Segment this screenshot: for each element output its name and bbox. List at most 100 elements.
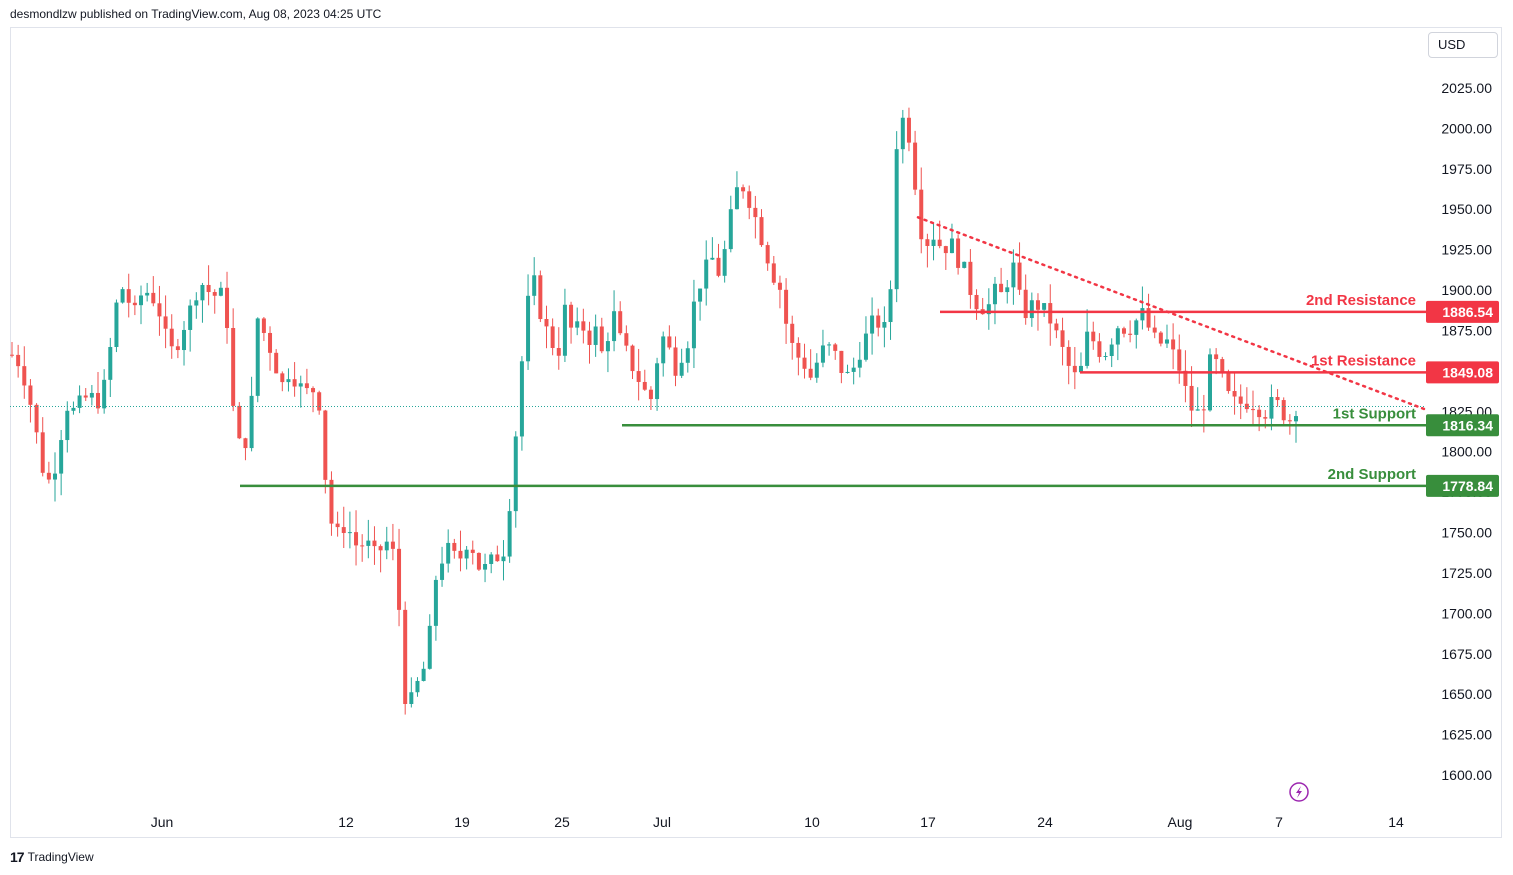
- candle-body: [1005, 287, 1010, 293]
- y-axis-tick-label: 1875.00: [1441, 322, 1492, 338]
- candle-body: [931, 239, 936, 246]
- x-axis-tick-label: Jul: [653, 814, 671, 830]
- candle-body: [1269, 397, 1274, 419]
- candle-body: [1140, 308, 1145, 321]
- candle-body: [22, 366, 27, 386]
- candle-body: [372, 540, 377, 547]
- candle-body: [716, 257, 721, 276]
- 2nd-support-price-value: 1778.84: [1442, 478, 1493, 494]
- candle-body: [268, 332, 273, 353]
- candle-body: [526, 295, 531, 362]
- candle-body: [1072, 365, 1077, 373]
- currency-selector-button[interactable]: USD: [1428, 32, 1498, 58]
- candle-body: [1207, 354, 1212, 411]
- candle-body: [77, 395, 82, 408]
- candle-body: [378, 546, 383, 551]
- candle-body: [1287, 420, 1292, 422]
- candle-body: [102, 379, 107, 409]
- y-axis-tick-label: 1925.00: [1441, 242, 1492, 258]
- candle-body: [519, 361, 524, 437]
- candle-body: [562, 304, 567, 356]
- candle-body: [894, 149, 899, 290]
- 1st-resistance-price-value: 1849.08: [1442, 364, 1493, 380]
- descending-trendline[interactable]: [916, 216, 1428, 411]
- candle-body: [722, 249, 727, 276]
- candle-body: [827, 344, 832, 346]
- candle-body: [943, 246, 948, 254]
- candle-body: [1115, 328, 1120, 345]
- candle-body: [200, 284, 205, 301]
- candle-body: [802, 357, 807, 369]
- candle-body: [1177, 349, 1182, 371]
- y-axis-tick-label: 1700.00: [1441, 605, 1492, 621]
- candle-body: [747, 191, 752, 208]
- candle-body: [728, 209, 733, 250]
- candle-body: [274, 352, 279, 374]
- y-axis-tick-label: 1675.00: [1441, 646, 1492, 662]
- candle-body: [151, 292, 156, 304]
- candle-body: [796, 342, 801, 358]
- candle-body: [992, 283, 997, 305]
- candle-body: [157, 303, 162, 317]
- candle-body: [876, 315, 881, 328]
- 2nd-resistance-price-value: 1886.54: [1442, 304, 1493, 320]
- candle-body: [194, 300, 199, 306]
- candle-body: [397, 548, 402, 610]
- candle-body: [556, 348, 561, 356]
- candle-body: [384, 541, 389, 551]
- candle-body: [1250, 409, 1255, 411]
- candle-body: [710, 257, 715, 260]
- candle-body: [206, 284, 211, 293]
- candle-body: [335, 523, 340, 528]
- 1st-support-label: 1st Support: [1333, 405, 1416, 422]
- candle-body: [1011, 262, 1016, 288]
- candle-body: [575, 321, 580, 328]
- candle-body: [833, 344, 838, 351]
- lightning-bolt-icon[interactable]: [1289, 782, 1309, 802]
- candle-body: [218, 287, 223, 296]
- candle-body: [317, 392, 322, 411]
- candle-body: [667, 336, 672, 348]
- candle-body: [483, 564, 488, 570]
- candle-body: [999, 283, 1004, 293]
- candle-body: [446, 542, 451, 564]
- candle-body: [642, 381, 647, 390]
- candle-body: [974, 294, 979, 310]
- candle-body: [1042, 303, 1047, 310]
- candle-body: [820, 345, 825, 363]
- candle-body: [937, 239, 942, 247]
- candle-body: [323, 410, 328, 480]
- candle-body: [925, 239, 930, 246]
- tradingview-logo[interactable]: 17 TradingView: [10, 849, 94, 865]
- candle-body: [593, 326, 598, 345]
- candle-body: [777, 282, 782, 290]
- candle-body: [261, 318, 266, 333]
- candle-body: [1048, 303, 1053, 324]
- candle-body: [1078, 365, 1083, 373]
- candle-body: [390, 541, 395, 549]
- candle-body: [341, 527, 346, 534]
- candle-body: [1060, 330, 1065, 347]
- candle-body: [734, 187, 739, 210]
- candle-body: [1189, 385, 1194, 411]
- candle-body: [1066, 346, 1071, 366]
- candle-body: [538, 275, 543, 320]
- candle-body: [1023, 289, 1028, 319]
- candle-body: [1035, 300, 1040, 310]
- candle-body: [237, 405, 242, 439]
- candle-body: [28, 385, 33, 405]
- candle-body: [1294, 416, 1298, 422]
- candle-body: [59, 440, 64, 474]
- candle-body: [132, 302, 137, 306]
- candle-body: [655, 363, 660, 400]
- candle-body: [403, 609, 408, 704]
- candle-body: [46, 472, 51, 480]
- x-axis-tick-label: 25: [554, 814, 570, 830]
- candle-body: [354, 532, 359, 546]
- candle-body: [949, 238, 954, 254]
- candle-body: [618, 311, 623, 334]
- candle-body: [759, 217, 764, 246]
- candle-body: [581, 321, 586, 331]
- candle-body: [808, 368, 813, 378]
